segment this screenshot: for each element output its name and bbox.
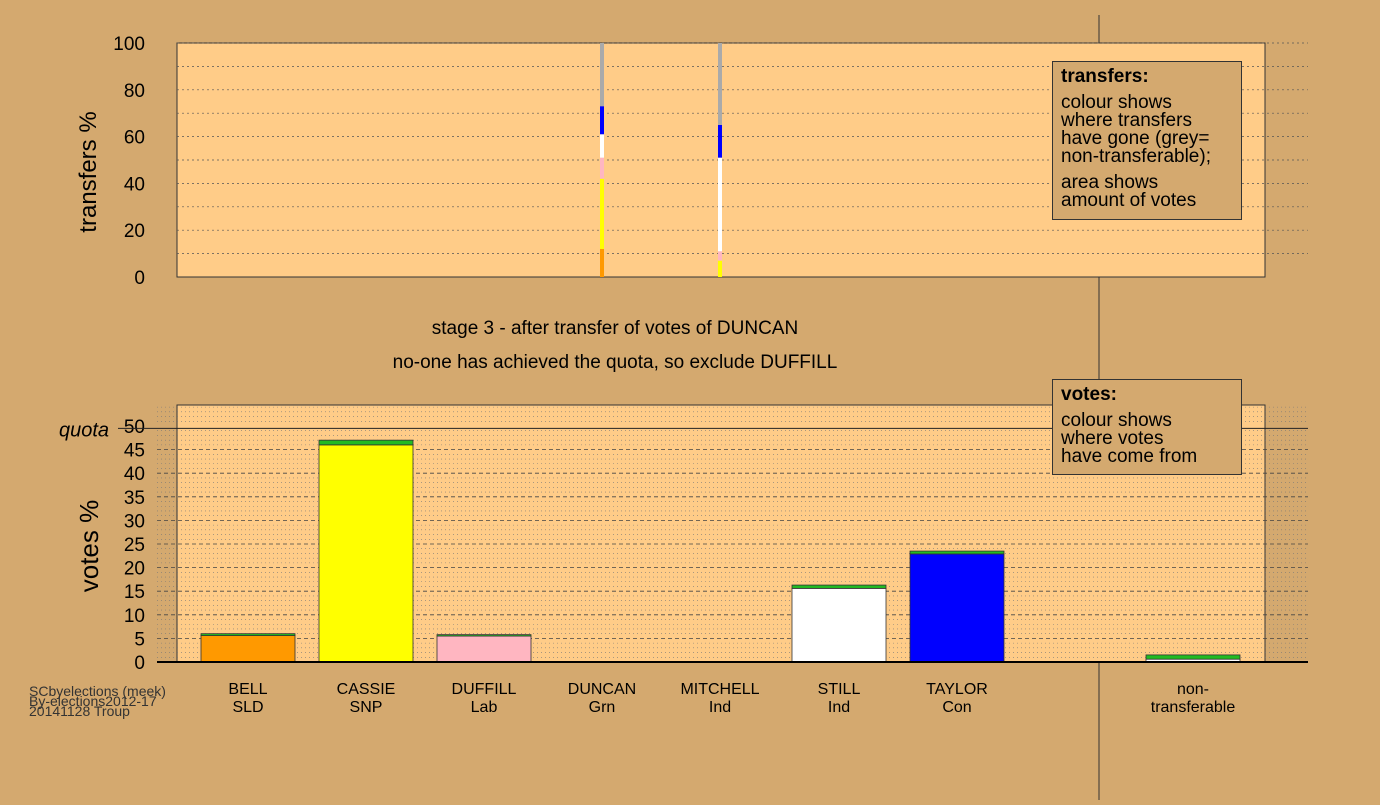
votes-y-tick-label: 10: [124, 606, 145, 627]
candidate-name-label: DUFFILL: [452, 681, 517, 698]
transfers-y-axis-label: transfers %: [75, 111, 102, 232]
vote-bar-segment: [909, 550, 1005, 555]
candidate-party-label: Ind: [709, 699, 731, 716]
transfers-y-tick-label: 80: [124, 81, 145, 102]
votes-y-tick-label: 25: [124, 535, 145, 556]
transfer-segment: [600, 157, 604, 179]
votes-legend-title: votes:: [1061, 384, 1117, 405]
vote-bar-segment: [791, 584, 887, 589]
transfer-segment: [718, 124, 722, 158]
candidate-name-label: DUNCAN: [568, 681, 636, 698]
candidate-party-label: SLD: [232, 699, 263, 716]
transfer-segment: [718, 43, 722, 125]
transfers-y-tick-label: 40: [124, 174, 145, 195]
transfers-legend-line: have gone (grey=: [1061, 128, 1210, 149]
vote-bar-segment: [791, 587, 887, 663]
candidate-name-label: MITCHELL: [680, 681, 759, 698]
transfers-legend-line: colour shows: [1061, 92, 1172, 113]
votes-legend-line: colour shows: [1061, 410, 1172, 431]
transfers-y-tick-label: 0: [134, 268, 145, 289]
quota-label: quota: [59, 419, 109, 441]
transfer-segment: [600, 134, 604, 158]
transfer-segment: [718, 251, 722, 261]
candidate-name-label: TAYLOR: [926, 681, 988, 698]
votes-y-tick-label: 35: [124, 488, 145, 509]
transfers-legend: transfers: colour shows where transfers …: [1052, 61, 1242, 220]
transfers-y-tick-label: 100: [113, 34, 145, 55]
vote-bar-segment: [909, 553, 1005, 663]
candidate-name-label: STILL: [818, 681, 861, 698]
votes-y-tick-label: 40: [124, 464, 145, 485]
transfers-bars: [600, 43, 722, 277]
transfer-segment: [600, 178, 604, 249]
votes-bars: [200, 439, 1241, 663]
candidate-party-label: Con: [942, 699, 971, 716]
votes-y-tick-label: 0: [134, 653, 145, 674]
vote-bar-segment: [200, 633, 296, 636]
votes-y-tick-label: 15: [124, 582, 145, 603]
transfer-segment: [600, 43, 604, 107]
transfers-legend-line: non-transferable);: [1061, 146, 1211, 167]
transfers-legend-title: transfers:: [1061, 66, 1149, 87]
candidate-party-label: Grn: [589, 699, 616, 716]
stage-line: stage 3 - after transfer of votes of DUN…: [432, 318, 798, 339]
transfers-legend-line: where transfers: [1061, 110, 1192, 131]
candidate-name-label: non-: [1177, 681, 1209, 698]
vote-bar-segment: [436, 635, 532, 663]
votes-y-axis-label: votes %: [74, 500, 104, 593]
vote-bar-segment: [318, 439, 414, 446]
transfers-legend-line: amount of votes: [1061, 190, 1197, 211]
credit-line-2: By-elections2012-17: [29, 693, 157, 709]
credit-line-3: 20141128 Troup: [29, 703, 130, 719]
votes-y-tick-label: 45: [124, 441, 145, 462]
candidate-party-label: transferable: [1151, 699, 1236, 716]
candidate-name-label: CASSIE: [337, 681, 396, 698]
transfer-segment: [600, 106, 604, 135]
transfers-grid: [177, 42, 1308, 254]
credit-line-1: SCbyelections (meek): [29, 683, 166, 699]
vote-bar-segment: [318, 444, 414, 663]
transfer-segment: [600, 248, 604, 277]
vote-bar-segment: [436, 634, 532, 637]
votes-legend-line: where votes: [1061, 428, 1164, 449]
transfers-legend-line: area shows: [1061, 172, 1159, 193]
candidate-party-label: Lab: [471, 699, 498, 716]
votes-legend: votes: colour shows where votes have com…: [1052, 379, 1242, 475]
vote-bar-segment: [1145, 654, 1241, 660]
candidate-party-label: SNP: [350, 699, 383, 716]
votes-y-tick-label: 30: [124, 511, 145, 532]
transfer-segment: [718, 157, 722, 252]
transfer-segment: [718, 260, 722, 277]
candidate-party-label: Ind: [828, 699, 850, 716]
transfers-y-ticks: 0 20 40 60 80 100: [113, 34, 145, 289]
votes-y-tick-label: 20: [124, 559, 145, 580]
votes-y-tick-label: 5: [134, 629, 145, 650]
transfers-y-tick-label: 20: [124, 221, 145, 242]
transfers-y-tick-label: 60: [124, 128, 145, 149]
status-line: no-one has achieved the quota, so exclud…: [393, 352, 838, 373]
votes-legend-line: have come from: [1061, 446, 1198, 467]
votes-y-tick-label: 50: [124, 417, 145, 438]
vote-bar-segment: [200, 635, 296, 663]
candidate-name-label: BELL: [228, 681, 267, 698]
